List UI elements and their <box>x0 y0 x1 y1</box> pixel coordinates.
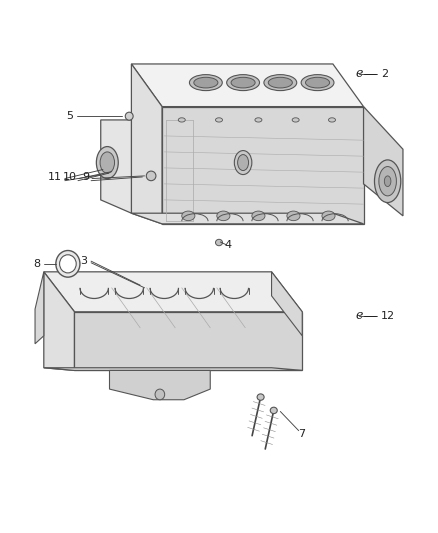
Text: 11: 11 <box>48 172 62 182</box>
Polygon shape <box>162 107 364 224</box>
Polygon shape <box>131 64 364 107</box>
Text: 3: 3 <box>81 256 88 266</box>
Ellipse shape <box>287 211 300 221</box>
Ellipse shape <box>305 77 330 88</box>
Ellipse shape <box>238 155 249 171</box>
Ellipse shape <box>255 118 262 122</box>
Text: 9: 9 <box>83 172 90 182</box>
Polygon shape <box>101 120 131 213</box>
Ellipse shape <box>182 211 195 221</box>
Polygon shape <box>44 368 302 370</box>
Ellipse shape <box>60 255 76 273</box>
Text: 2: 2 <box>381 69 388 78</box>
Ellipse shape <box>155 389 165 400</box>
Polygon shape <box>74 312 302 370</box>
Polygon shape <box>131 64 162 224</box>
Polygon shape <box>35 272 44 344</box>
Ellipse shape <box>215 118 223 122</box>
Ellipse shape <box>56 251 80 277</box>
Ellipse shape <box>384 176 391 187</box>
Ellipse shape <box>257 394 264 400</box>
Ellipse shape <box>301 75 334 91</box>
Polygon shape <box>44 272 302 312</box>
Ellipse shape <box>96 147 118 179</box>
Ellipse shape <box>217 211 230 221</box>
Ellipse shape <box>178 118 185 122</box>
Text: 12: 12 <box>381 311 395 320</box>
Text: 8: 8 <box>34 259 41 269</box>
Text: 5: 5 <box>67 111 74 121</box>
Ellipse shape <box>292 118 299 122</box>
Ellipse shape <box>234 150 252 175</box>
Ellipse shape <box>270 407 277 414</box>
Ellipse shape <box>215 239 223 246</box>
Polygon shape <box>272 272 302 336</box>
Ellipse shape <box>146 171 156 181</box>
Ellipse shape <box>264 75 297 91</box>
Ellipse shape <box>268 77 293 88</box>
Ellipse shape <box>189 75 222 91</box>
Text: e: e <box>356 309 363 322</box>
Ellipse shape <box>227 75 259 91</box>
Polygon shape <box>364 107 403 216</box>
Text: 7: 7 <box>298 430 305 439</box>
Polygon shape <box>110 370 210 400</box>
Ellipse shape <box>328 118 336 122</box>
Ellipse shape <box>125 112 133 120</box>
Ellipse shape <box>252 211 265 221</box>
Polygon shape <box>131 213 364 224</box>
Text: 10: 10 <box>63 172 77 182</box>
Text: 4: 4 <box>225 240 232 249</box>
Ellipse shape <box>374 160 401 203</box>
Ellipse shape <box>231 77 255 88</box>
Ellipse shape <box>100 152 115 173</box>
Polygon shape <box>44 272 74 370</box>
Ellipse shape <box>379 166 396 196</box>
Ellipse shape <box>322 211 335 221</box>
Ellipse shape <box>194 77 218 88</box>
Text: e: e <box>356 67 363 80</box>
